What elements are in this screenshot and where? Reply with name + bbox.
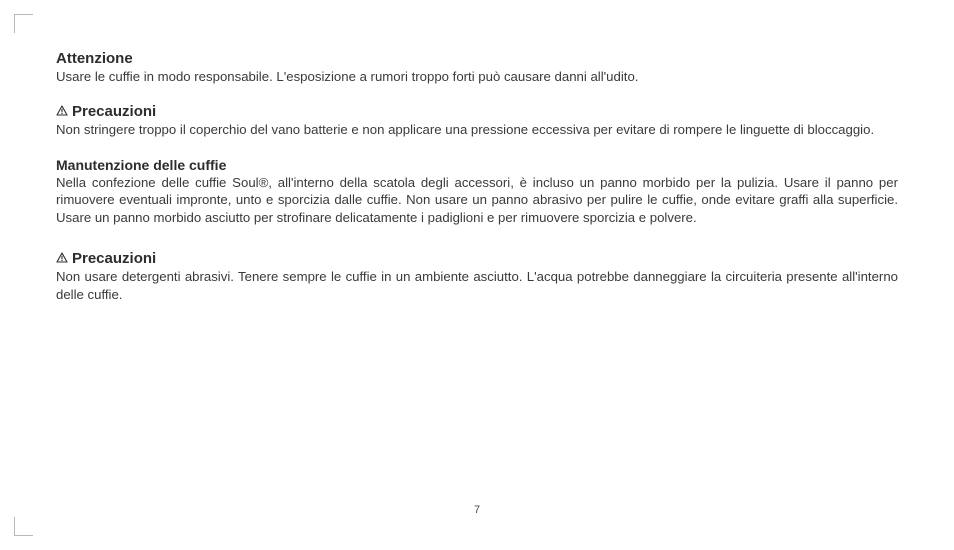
page-number: 7 (0, 504, 954, 516)
crop-mark-top-left (14, 14, 33, 33)
body-maintenance: Nella confezione delle cuffie Soul®, all… (56, 174, 898, 226)
warning-icon (56, 252, 68, 264)
body-precaution-2: Non usare detergenti abrasivi. Tenere se… (56, 268, 898, 303)
heading-precaution-1-label: Precauzioni (72, 103, 156, 120)
heading-maintenance: Manutenzione delle cuffie (56, 157, 898, 173)
body-attention: Usare le cuffie in modo responsabile. L'… (56, 68, 898, 85)
body-precaution-1: Non stringere troppo il coperchio del va… (56, 121, 898, 138)
heading-attention: Attenzione (56, 50, 898, 67)
heading-precaution-2-label: Precauzioni (72, 250, 156, 267)
heading-precaution-2: Precauzioni (56, 250, 898, 267)
page-content: Attenzione Usare le cuffie in modo respo… (56, 50, 898, 321)
heading-precaution-1: Precauzioni (56, 103, 898, 120)
warning-icon (56, 105, 68, 117)
crop-mark-bottom-left (14, 517, 33, 536)
